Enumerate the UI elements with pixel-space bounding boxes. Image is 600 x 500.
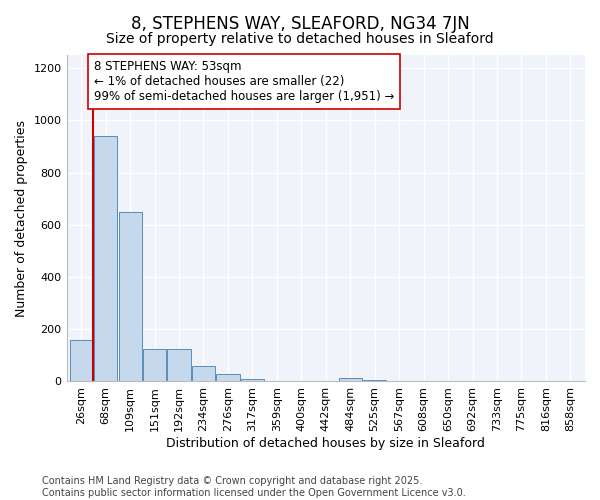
X-axis label: Distribution of detached houses by size in Sleaford: Distribution of detached houses by size … xyxy=(166,437,485,450)
Y-axis label: Number of detached properties: Number of detached properties xyxy=(15,120,28,316)
Bar xyxy=(143,349,166,382)
Bar xyxy=(119,212,142,382)
Text: Size of property relative to detached houses in Sleaford: Size of property relative to detached ho… xyxy=(106,32,494,46)
Text: 8 STEPHENS WAY: 53sqm
← 1% of detached houses are smaller (22)
99% of semi-detac: 8 STEPHENS WAY: 53sqm ← 1% of detached h… xyxy=(94,60,394,103)
Text: 8, STEPHENS WAY, SLEAFORD, NG34 7JN: 8, STEPHENS WAY, SLEAFORD, NG34 7JN xyxy=(131,15,469,33)
Bar xyxy=(94,136,117,382)
Bar xyxy=(192,366,215,382)
Bar xyxy=(217,374,239,382)
Bar xyxy=(70,340,93,382)
Text: Contains HM Land Registry data © Crown copyright and database right 2025.
Contai: Contains HM Land Registry data © Crown c… xyxy=(42,476,466,498)
Bar xyxy=(167,349,191,382)
Bar xyxy=(241,379,264,382)
Bar xyxy=(338,378,362,382)
Bar xyxy=(363,380,386,382)
